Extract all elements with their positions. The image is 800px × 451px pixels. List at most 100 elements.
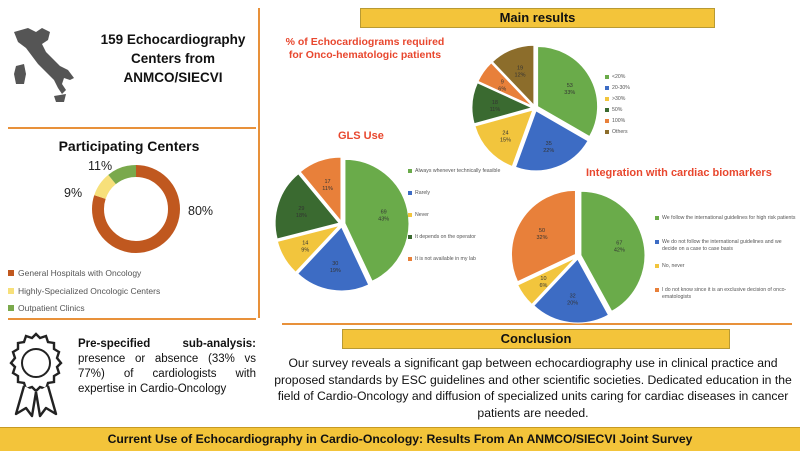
right-divider	[282, 323, 792, 325]
echo-legend-label: >30%	[612, 96, 626, 102]
echo-slice-count: 24	[502, 130, 508, 136]
bio-slice-pct: 42%	[614, 247, 625, 253]
legend-label: General Hospitals with Oncology	[18, 268, 142, 278]
participating-donut-chart	[92, 165, 180, 253]
echo-slice-count: 9	[501, 80, 504, 86]
gls-slice	[344, 158, 410, 282]
subanalysis-bold: Pre-specified sub-analysis:	[78, 338, 256, 350]
gls-slice-pct: 18%	[296, 213, 307, 219]
gls-legend-swatch	[408, 213, 412, 217]
echo-slice-pct: 12%	[515, 73, 526, 79]
echo-legend-label: Others	[612, 129, 628, 135]
echo-legend-swatch	[605, 75, 609, 79]
gls-slice-count: 30	[332, 261, 338, 267]
centers-title: 159 Echocardiography Centers from ANMCO/…	[92, 30, 254, 87]
gls-slice	[274, 173, 341, 240]
bio-legend-swatch	[655, 264, 659, 268]
subanalysis-text: Pre-specified sub-analysis: presence or …	[78, 337, 256, 397]
echo-slice-pct: 15%	[500, 137, 511, 143]
donut-pct-specialized: 9%	[64, 186, 83, 200]
bio-legend-label: No, never	[662, 263, 685, 269]
bio-slice	[516, 257, 576, 306]
vertical-divider	[258, 8, 260, 318]
bio-legend-label: We do not follow the international guide…	[662, 239, 782, 252]
echo-slice-pct: 33%	[564, 90, 575, 96]
bio-chart-title: Integration with cardiac biomarkers	[586, 167, 772, 179]
centers-title-line2: Centers from	[130, 51, 216, 66]
donut-segment	[92, 165, 180, 253]
gls-slice	[297, 226, 370, 292]
echo-slice-pct: 22%	[543, 148, 554, 154]
bio-slice-pct: 6%	[539, 283, 547, 289]
subanalysis-rest: presence or absence (33% vs 77%) of card…	[78, 353, 256, 395]
bio-slice	[511, 189, 576, 283]
gls-legend-swatch	[408, 235, 412, 239]
bio-slice-pct: 20%	[567, 300, 578, 306]
legend-general-hospitals: General Hospitals with Oncology	[8, 268, 141, 278]
participating-centers-title: Participating Centers	[58, 138, 200, 154]
echo-slice-count: 53	[567, 83, 573, 89]
echo-slice	[514, 110, 589, 172]
legend-swatch	[8, 270, 14, 276]
legend-label: Outpatient Clinics	[18, 303, 85, 313]
echo-slice-count: 19	[517, 66, 523, 72]
echo-legend-label: <20%	[612, 74, 626, 80]
bio-legend-swatch	[655, 216, 659, 220]
italy-map-icon	[14, 28, 74, 102]
award-ribbon-icon	[9, 332, 63, 418]
gls-slice-pct: 9%	[301, 248, 309, 254]
main-results-banner: Main results	[360, 8, 715, 28]
echo-slice	[471, 82, 534, 125]
legend-specialized-centers: Highly-Specialized Oncologic Centers	[8, 286, 160, 296]
echo-legend-label: 20-30%	[612, 85, 630, 91]
echo-slice-count: 35	[546, 141, 552, 147]
bio-slice-count: 32	[570, 293, 576, 299]
gls-legend-swatch	[408, 257, 412, 261]
echo-legend-swatch	[605, 119, 609, 123]
echo-slice-pct: 6%	[498, 87, 506, 93]
gls-slice-pct: 43%	[378, 217, 389, 223]
echo-chart-title: % of Echocardiograms required for Onco-h…	[275, 36, 455, 62]
gls-slice-count: 14	[302, 241, 308, 247]
echo-slice-count: 18	[492, 100, 498, 106]
bio-legend-swatch	[655, 240, 659, 244]
echo-slice	[537, 45, 599, 138]
echo-slice-pct: 11%	[490, 107, 501, 113]
gls-legend-label: It depends on the operator	[415, 234, 476, 240]
echo-legend-swatch	[605, 86, 609, 90]
gls-slice-count: 17	[324, 179, 330, 185]
gls-chart-title: GLS Use	[338, 130, 384, 142]
echo-slice	[477, 62, 533, 107]
echo-title-line2: for Onco-hematologic patients	[288, 49, 442, 61]
gls-slice	[299, 156, 342, 223]
gls-slice-count: 29	[298, 206, 304, 212]
legend-swatch	[8, 305, 14, 311]
legend-swatch	[8, 288, 14, 294]
echo-legend-swatch	[605, 130, 609, 134]
echo-slice	[491, 44, 535, 107]
gls-legend-swatch	[408, 191, 412, 195]
echo-legend-label: 100%	[612, 118, 626, 124]
bio-slice-pct: 32%	[536, 235, 547, 241]
centers-title-line1: 159 Echocardiography	[100, 32, 246, 47]
bio-slice	[533, 258, 610, 324]
conclusion-banner: Conclusion	[342, 329, 730, 349]
left-divider-bottom	[8, 318, 256, 320]
bio-slice-count: 50	[539, 228, 545, 234]
donut-pct-general: 80%	[188, 204, 214, 218]
echo-slice	[474, 109, 534, 168]
gls-slice-pct: 19%	[330, 268, 341, 274]
gls-slice-count: 69	[381, 210, 387, 216]
gls-slice	[276, 224, 341, 273]
footer-title: Current Use of Echocardiography in Cardi…	[0, 427, 800, 451]
gls-legend-label: Always whenever technically feasible	[415, 168, 501, 174]
bio-legend-label: We follow the international guidelines f…	[662, 215, 796, 221]
bio-slice-count: 10	[540, 276, 546, 282]
echo-title-line1: % of Echocardiograms required	[285, 36, 445, 48]
gls-legend-swatch	[408, 169, 412, 173]
gls-legend-label: Never	[415, 212, 429, 218]
